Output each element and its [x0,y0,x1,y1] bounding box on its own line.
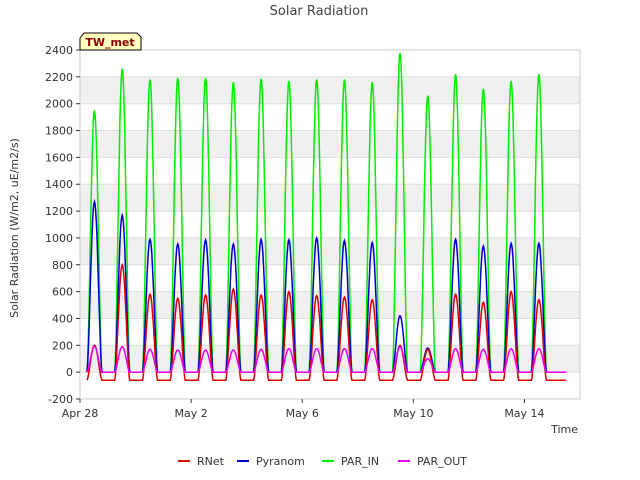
series-layer [86,52,567,381]
site-label-box: TW_met [79,32,142,51]
x-tick-label: May 2 [174,407,207,420]
site-label: TW_met [85,36,134,49]
legend-label: Pyranom [256,455,305,468]
y-tick-label: 800 [52,259,73,272]
grid-band [80,103,580,131]
series-line-par-out [86,345,567,373]
grid-band [80,76,580,104]
y-tick-label: 1000 [45,232,73,245]
legend-label: RNet [197,455,225,468]
y-tick-label: 600 [52,286,73,299]
legend: RNet Pyranom PAR_IN PAR_OUT [178,455,467,468]
plot-frame [79,49,581,400]
y-axis-label: Solar Radiation (W/m2, uE/m2/s) [8,138,21,318]
x-axis-ticks: Apr 28 May 2 May 6 May 10 May 14 [62,399,545,420]
y-tick-label: 2200 [45,71,73,84]
x-tick-label: Apr 28 [62,407,99,420]
x-tick-label: May 14 [504,407,544,420]
grid-band [80,184,580,212]
grid-band [80,157,580,185]
y-tick-label: 400 [52,312,73,325]
y-tick-label: 1400 [45,178,73,191]
grid-band [80,130,580,158]
grid-band [80,345,580,373]
x-axis-label: Time [550,423,578,436]
grid-band [80,211,580,238]
y-tick-label: 1800 [45,125,73,138]
grid-band [80,318,580,346]
y-axis-ticks: -200 0 200 400 600 800 1000 1200 1400 1600 1800 200… [45,44,80,406]
background-bands [80,50,580,399]
x-tick-label: May 10 [393,407,433,420]
legend-label: PAR_OUT [417,455,467,468]
chart-title: Solar Radiation [270,4,369,19]
grid-band [80,291,580,319]
grid-band [80,237,580,265]
grid-band [80,50,580,77]
y-tick-label: 0 [66,366,73,379]
y-tick-label: 2400 [45,44,73,57]
y-tick-label: -200 [48,393,73,406]
grid-band [80,264,580,292]
y-tick-label: 200 [52,339,73,352]
grid-band [80,372,580,399]
y-tick-label: 1600 [45,151,73,164]
series-line-rnet [86,262,567,381]
legend-label: PAR_IN [341,455,379,468]
y-tick-label: 1200 [45,205,73,218]
y-tick-label: 2000 [45,98,73,111]
x-tick-label: May 6 [286,407,319,420]
